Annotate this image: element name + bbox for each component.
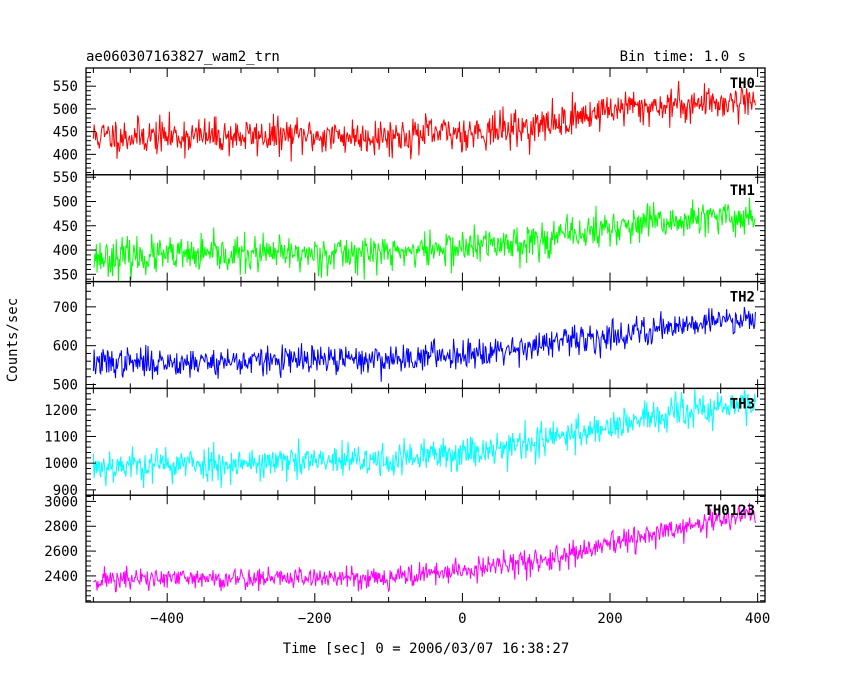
- series-line-th3: [92, 388, 756, 488]
- y-tick-label: 2800: [44, 519, 78, 535]
- y-tick-label: 500: [53, 102, 78, 118]
- y-tick-label: 500: [53, 378, 78, 394]
- panel-frame: [85, 494, 766, 603]
- y-tick-label: 600: [53, 339, 78, 355]
- panel-frame: [85, 387, 766, 496]
- y-tick-label: 1200: [44, 403, 78, 419]
- x-tick-label: 200: [597, 611, 622, 627]
- y-tick-label: 550: [53, 170, 78, 186]
- series-label-th3: TH3: [730, 396, 755, 412]
- y-tick-label: 2600: [44, 544, 78, 560]
- y-tick-label: 1100: [44, 429, 78, 445]
- panel-th3: 900 1000 1100 1200 TH3: [44, 387, 766, 499]
- series-line-th0: [92, 80, 756, 162]
- y-tick-label: 3000: [44, 494, 78, 510]
- y-tick-label: 550: [53, 79, 78, 95]
- y-tick-label: 400: [53, 243, 78, 259]
- y-tick-label: 1000: [44, 456, 78, 472]
- y-tick-label: 700: [53, 300, 78, 316]
- panel-frame: [85, 280, 766, 390]
- series-label-th0: TH0: [730, 76, 755, 92]
- x-tick-label: 400: [745, 611, 770, 627]
- chart-subtitle: Bin time: 1.0 s: [620, 49, 746, 65]
- y-tick-label: 450: [53, 125, 78, 141]
- series-label-th0123: TH0123: [704, 503, 755, 519]
- y-tick-label: 2400: [44, 569, 78, 585]
- y-tick-label: 900: [53, 483, 78, 499]
- series-line-th1: [93, 197, 756, 282]
- x-axis: −400 −200 0 200 400: [150, 611, 770, 627]
- panel-th0123: 2400 2600 2800 3000 TH0123: [44, 494, 766, 603]
- x-tick-label: −400: [150, 611, 184, 627]
- chart-title: ae060307163827_wam2_trn: [86, 49, 280, 65]
- y-tick-label: 450: [53, 219, 78, 235]
- series-label-th1: TH1: [730, 183, 755, 199]
- panels-layer: 400 450 500 550 TH0 350 400 450 500 550 TH1 500 600 7…: [44, 67, 766, 603]
- x-tick-label: −200: [298, 611, 332, 627]
- panel-th1: 350 400 450 500 550 TH1: [53, 170, 766, 283]
- series-label-th2: TH2: [730, 290, 755, 306]
- series-line-th2: [92, 306, 756, 382]
- x-axis-label: Time [sec] 0 = 2006/03/07 16:38:27: [283, 641, 570, 657]
- x-tick-label: 0: [458, 611, 466, 627]
- panel-th2: 500 600 700 TH2: [53, 280, 766, 394]
- y-tick-label: 350: [53, 267, 78, 283]
- y-tick-label: 500: [53, 195, 78, 211]
- y-tick-label: 400: [53, 147, 78, 163]
- series-line-th0123: [93, 503, 756, 593]
- panel-th0: 400 450 500 550 TH0: [53, 67, 766, 176]
- y-axis-label: Counts/sec: [5, 298, 21, 382]
